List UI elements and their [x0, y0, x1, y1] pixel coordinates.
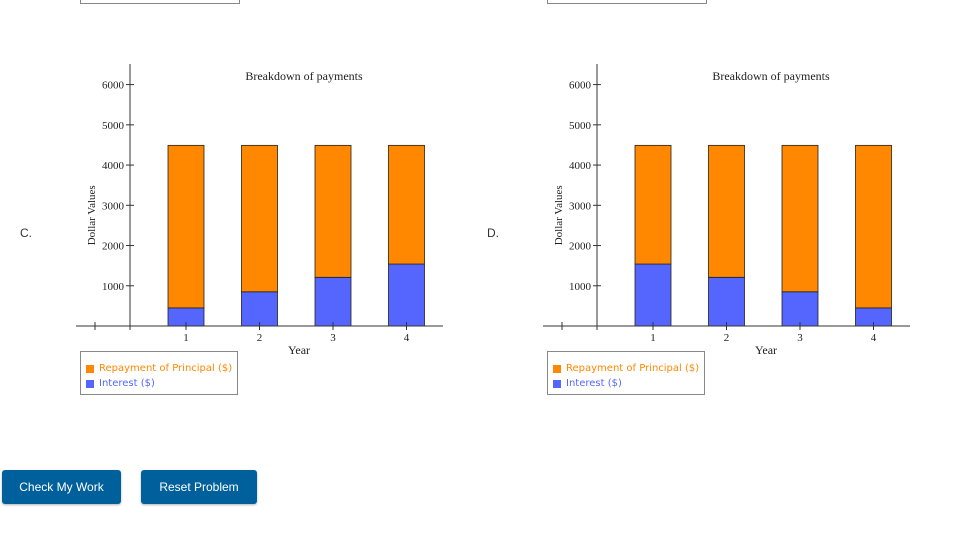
y-tick-label: 2000 — [569, 241, 592, 253]
previous-legend-box-left — [80, 0, 240, 4]
chart-title: Breakdown of payments — [245, 69, 363, 83]
y-tick-label: 6000 — [569, 80, 592, 92]
bar-principal-4 — [855, 144, 892, 309]
chart-option-c: Breakdown of payments Dollar Values 1000 20… — [76, 64, 443, 357]
y-tick-label: 1000 — [569, 281, 592, 293]
bar-principal-1 — [634, 144, 672, 265]
check-my-work-button[interactable]: Check My Work — [2, 470, 121, 504]
bar-interest-2 — [708, 276, 745, 327]
bar-interest-3 — [781, 291, 819, 327]
legend-option-d: Repayment of Principal ($) Interest ($) — [547, 351, 705, 395]
x-tick-label: 1 — [650, 332, 656, 344]
legend-item-interest: Interest ($) — [553, 376, 704, 391]
bar-interest-4 — [388, 263, 425, 327]
legend-principal-label: Repayment of Principal ($) — [99, 363, 233, 374]
bar-principal-4 — [388, 144, 425, 265]
legend-item-interest: Interest ($) — [86, 376, 237, 391]
y-tick-label: 1000 — [102, 281, 125, 293]
x-tick-label: 3 — [330, 332, 336, 344]
principal-swatch — [553, 364, 561, 373]
previous-legend-box-right — [547, 0, 707, 4]
bar-principal-2 — [241, 144, 278, 293]
bar-principal-1 — [167, 144, 205, 309]
legend-interest-label: Interest ($) — [99, 378, 155, 389]
reset-problem-button[interactable]: Reset Problem — [141, 470, 257, 504]
y-tick-label: 3000 — [102, 200, 125, 212]
y-axis-label: Dollar Values — [86, 185, 98, 245]
option-d-label: D. — [487, 226, 499, 240]
y-tick-label: 2000 — [102, 241, 125, 253]
legend-option-c: Repayment of Principal ($) Interest ($) — [80, 351, 238, 395]
bar-interest-3 — [314, 276, 352, 327]
x-axis-label: Year — [755, 343, 777, 357]
chart-title: Breakdown of payments — [712, 69, 830, 83]
bar-principal-2 — [708, 144, 745, 278]
x-tick-label: 4 — [871, 332, 877, 344]
x-tick-label: 1 — [183, 332, 189, 344]
y-tick-label: 5000 — [102, 120, 125, 132]
interest-swatch — [553, 379, 561, 388]
chart-option-d: Breakdown of payments Dollar Values 1000 20… — [543, 64, 910, 357]
y-tick-label: 5000 — [569, 120, 592, 132]
bar-principal-3 — [781, 144, 819, 293]
x-axis-label: Year — [288, 343, 310, 357]
bar-interest-1 — [634, 263, 672, 327]
x-tick-label: 3 — [797, 332, 803, 344]
y-tick-label: 3000 — [569, 200, 592, 212]
y-tick-label: 4000 — [102, 160, 125, 172]
bar-principal-3 — [314, 144, 352, 278]
legend-interest-label: Interest ($) — [566, 378, 622, 389]
y-axis-label: Dollar Values — [553, 185, 565, 245]
x-tick-label: 2 — [257, 332, 263, 344]
interest-swatch — [86, 379, 94, 388]
y-tick-label: 4000 — [569, 160, 592, 172]
legend-item-principal: Repayment of Principal ($) — [553, 361, 704, 376]
x-tick-label: 2 — [724, 332, 730, 344]
x-tick-label: 4 — [404, 332, 410, 344]
y-tick-label: 6000 — [102, 80, 125, 92]
bar-interest-2 — [241, 291, 278, 327]
principal-swatch — [86, 364, 94, 373]
option-c-label: C. — [20, 226, 32, 240]
legend-principal-label: Repayment of Principal ($) — [566, 363, 700, 374]
legend-item-principal: Repayment of Principal ($) — [86, 361, 237, 376]
